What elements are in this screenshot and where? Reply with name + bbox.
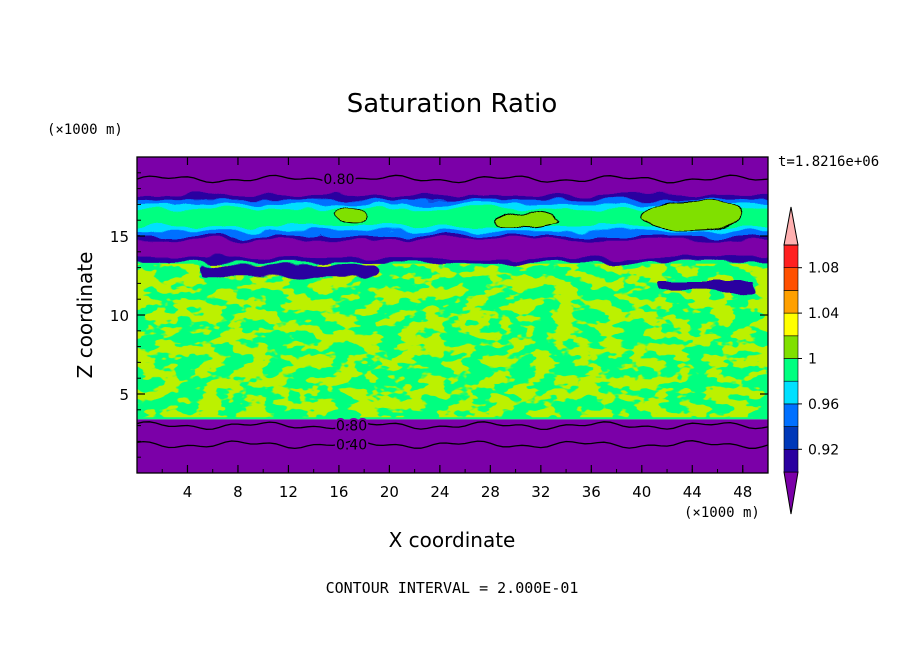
colorbar-swatch — [783, 448, 799, 473]
colorbar-swatch — [783, 267, 799, 291]
x-tick-label: 40 — [632, 483, 651, 501]
chart-title: Saturation Ratio — [347, 89, 558, 119]
dark-streak — [200, 265, 377, 277]
colorbar-arrow-bottom — [783, 471, 799, 515]
upper-patch — [496, 211, 561, 229]
colorbar-swatch — [783, 403, 799, 427]
y-tick-label: 10 — [110, 307, 129, 325]
x-tick-label: 12 — [279, 483, 298, 501]
colorbar-swatch — [783, 290, 799, 314]
x-unit-label: (×1000 m) — [684, 505, 760, 521]
contour-label: 0.80 — [323, 172, 354, 188]
colorbar-swatch — [783, 380, 799, 405]
y-unit-label: (×1000 m) — [47, 122, 123, 138]
contour-field: 0.80 0.80 0.40 — [137, 157, 768, 473]
contour-line — [137, 421, 768, 431]
x-tick-label: 32 — [531, 483, 550, 501]
x-tick-label: 48 — [733, 483, 752, 501]
y-tick-label: 15 — [110, 228, 129, 246]
upper-patch — [335, 207, 368, 224]
dark-streak — [654, 281, 756, 293]
contour-label: 0.40 — [336, 438, 367, 454]
x-tick-label: 44 — [683, 483, 702, 501]
upper-patch — [641, 200, 744, 231]
footer-text: CONTOUR INTERVAL = 2.000E-01 — [326, 579, 579, 597]
x-tick-label: 16 — [329, 483, 348, 501]
contour-line — [137, 440, 768, 450]
upper-layers — [137, 194, 768, 293]
contour-line — [137, 174, 768, 184]
x-tick-label: 4 — [183, 483, 193, 501]
x-tick-label: 20 — [380, 483, 399, 501]
x-tick-label: 24 — [430, 483, 449, 501]
layer-purple-mid — [137, 239, 768, 259]
colorbar-label: 0.96 — [808, 397, 839, 413]
contour-label: 0.80 — [336, 419, 367, 435]
layer-green — [137, 209, 768, 227]
x-axis-label: X coordinate — [389, 528, 516, 552]
colorbar-swatch — [783, 335, 799, 359]
colorbar-swatch — [783, 426, 799, 450]
colorbar-arrow-top — [783, 206, 799, 246]
colorbar: 0.92 0.96 1 1.04 1.08 — [783, 206, 839, 515]
y-tick-label: 5 — [119, 386, 129, 404]
x-tick-label: 8 — [233, 483, 243, 501]
y-axis-label: Z coordinate — [73, 252, 97, 379]
colorbar-label: 1.04 — [808, 306, 839, 322]
colorbar-swatch — [783, 358, 799, 382]
colorbar-swatch — [783, 244, 799, 269]
colorbar-label: 0.92 — [808, 442, 839, 458]
time-label: t=1.8216e+06 — [778, 154, 879, 170]
colorbar-label: 1 — [808, 352, 817, 368]
x-tick-label: 36 — [582, 483, 601, 501]
colorbar-label: 1.08 — [808, 261, 839, 277]
colorbar-swatch — [783, 312, 799, 337]
x-tick-label: 28 — [481, 483, 500, 501]
